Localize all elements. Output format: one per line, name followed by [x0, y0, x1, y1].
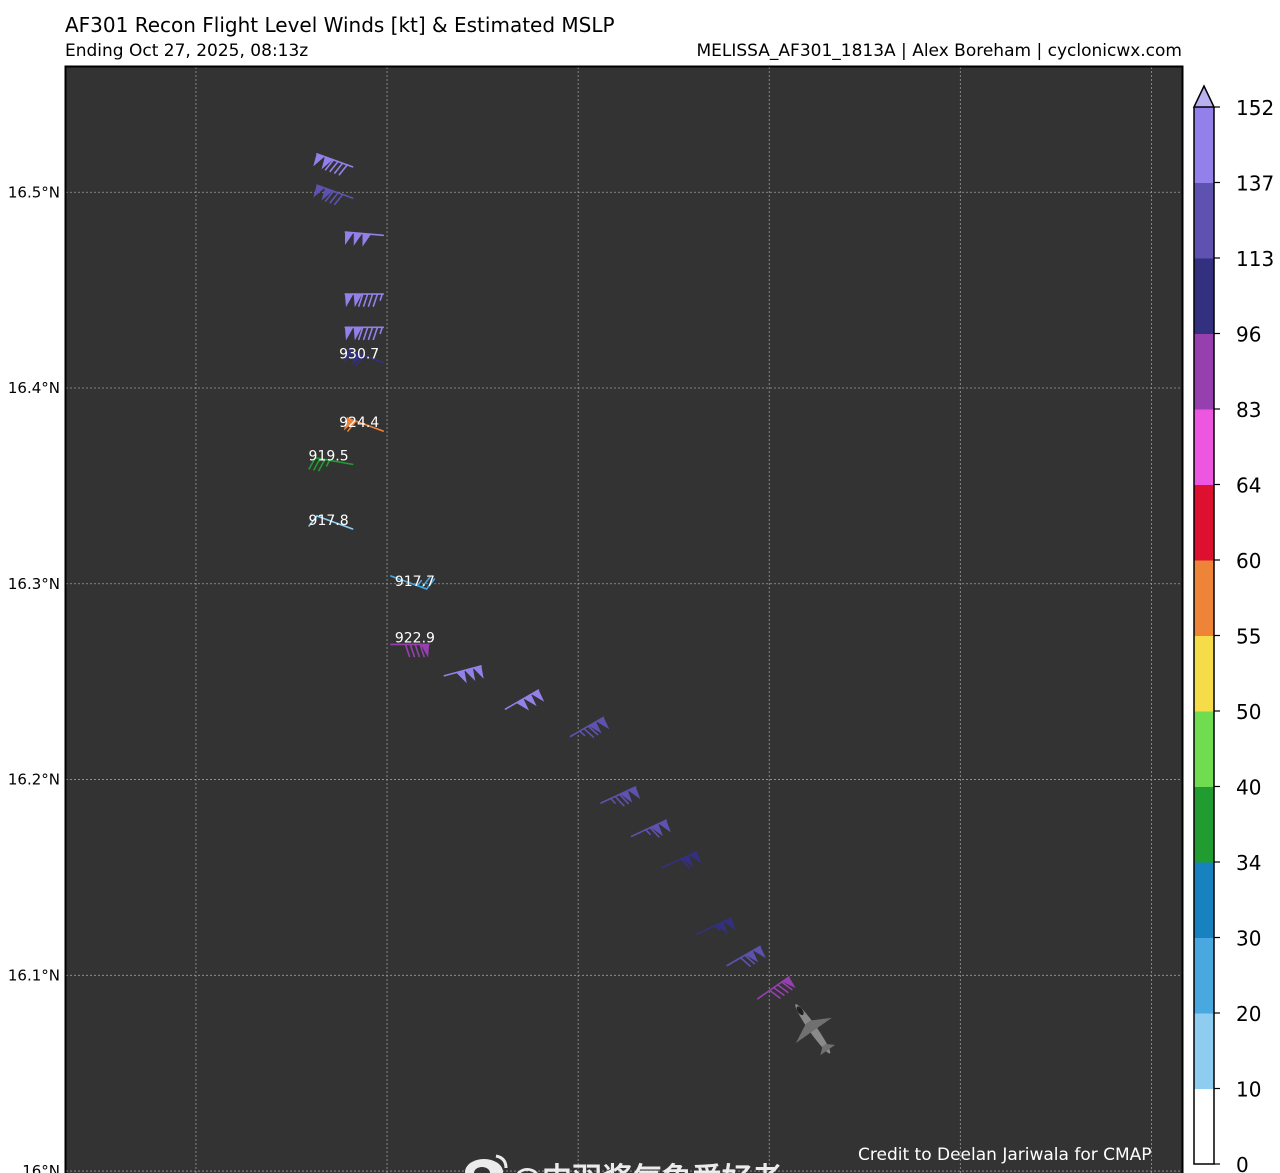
y-tick-label: 16.4°N: [8, 379, 60, 397]
colorbar-tick-label: 83: [1236, 398, 1261, 422]
colorbar-tick-label: 152: [1236, 96, 1274, 120]
colorbar-segment: [1194, 711, 1214, 787]
watermark: @中羽酱气象爱好者: [462, 1150, 822, 1173]
mslp-label: 930.7: [339, 347, 379, 363]
wind-barb: 919.5: [308, 448, 354, 472]
colorbar-segment: [1194, 1088, 1214, 1165]
gridlines: [66, 67, 1182, 1173]
wind-barb: [600, 786, 641, 807]
wind-barb: [344, 293, 385, 308]
colorbar-tick-label: 34: [1236, 851, 1261, 875]
wind-barb: [313, 184, 354, 206]
colorbar-segment: [1194, 484, 1214, 561]
credit-text: Credit to Deelan Jariwala for CMAP: [858, 1145, 1152, 1165]
colorbar-segment: [1194, 107, 1214, 183]
colorbar-tick-label: 60: [1236, 549, 1261, 573]
y-tick-label: 16.3°N: [8, 575, 60, 593]
colorbar-segment: [1194, 409, 1214, 485]
colorbar-tick-label: 55: [1236, 625, 1261, 649]
colorbar-tick-label: 40: [1236, 776, 1261, 800]
wind-barb: [569, 716, 610, 738]
wind-barb: [344, 326, 385, 341]
plot-background: [66, 67, 1182, 1173]
weibo-logo-icon: [465, 1154, 508, 1173]
y-tick-label: 16.1°N: [8, 966, 60, 984]
colorbar-tick-label: 64: [1236, 474, 1261, 498]
colorbar-segment: [1194, 1013, 1214, 1089]
colorbar-tick-label: 20: [1236, 1002, 1261, 1026]
colorbar-tick-label: 137: [1236, 172, 1274, 196]
y-tick-label: 16.5°N: [8, 183, 60, 201]
colorbar-tick-label: 113: [1236, 247, 1274, 271]
wind-barb: [756, 976, 796, 1000]
colorbar-segment: [1194, 635, 1214, 712]
colorbar-tick-label: 30: [1236, 927, 1261, 951]
watermark-text: @中羽酱气象爱好者: [512, 1154, 782, 1173]
wind-barb: [695, 917, 736, 935]
wind-barb: 917.7: [390, 574, 436, 590]
wind-barb: 924.4: [339, 415, 385, 432]
mslp-label: 919.5: [309, 448, 349, 464]
wind-barbs: 930.7 924.4 919.5 917.8 917.7 922.9: [308, 153, 796, 1000]
colorbar-segment: [1194, 182, 1214, 259]
colorbar-extend-arrow: [1192, 84, 1216, 108]
colorbar-segment: [1194, 786, 1214, 863]
colorbar-segment: [1194, 333, 1214, 410]
plot-frame: [64, 65, 1184, 1173]
wind-barb: [504, 689, 545, 711]
chart-subtitle: Ending Oct 27, 2025, 08:13z: [65, 41, 309, 61]
colorbar-tick-label: 50: [1236, 700, 1261, 724]
y-axis-ticks: 16°N 16.1°N 16.2°N 16.3°N 16.4°N 16.5°N: [8, 183, 60, 1173]
wind-barb: [726, 945, 766, 967]
wind-barb: [344, 231, 385, 247]
wind-barb: [661, 850, 702, 869]
chart-source: MELISSA_AF301_1813A | Alex Boreham | cyc…: [696, 41, 1182, 61]
mslp-label: 917.8: [309, 513, 349, 529]
wind-barb: [630, 819, 671, 838]
wind-barb: [313, 153, 354, 176]
colorbar-tick-label: 0: [1236, 1153, 1249, 1173]
mslp-label: 917.7: [395, 574, 435, 590]
colorbar-segment: [1194, 937, 1214, 1014]
chart-title: AF301 Recon Flight Level Winds [kt] & Es…: [65, 13, 615, 37]
colorbar-segment: [1194, 862, 1214, 938]
mslp-label: 924.4: [339, 415, 379, 431]
colorbar: 0 10 20 30 34 40 50 55 60 64 83 96 113 137 152: [1192, 84, 1274, 1173]
wind-barb: 917.8: [308, 513, 354, 530]
mslp-label: 922.9: [395, 630, 435, 646]
colorbar-segment: [1194, 258, 1214, 334]
wind-barb: 930.7: [339, 347, 385, 367]
y-tick-label: 16°N: [22, 1162, 60, 1173]
colorbar-tick-label: 96: [1236, 323, 1261, 347]
colorbar-tick-label: 10: [1236, 1078, 1261, 1102]
y-tick-label: 16.2°N: [8, 771, 60, 789]
wind-barb: [443, 665, 484, 684]
wind-barb: 922.9: [390, 630, 435, 658]
colorbar-segment: [1194, 560, 1214, 636]
